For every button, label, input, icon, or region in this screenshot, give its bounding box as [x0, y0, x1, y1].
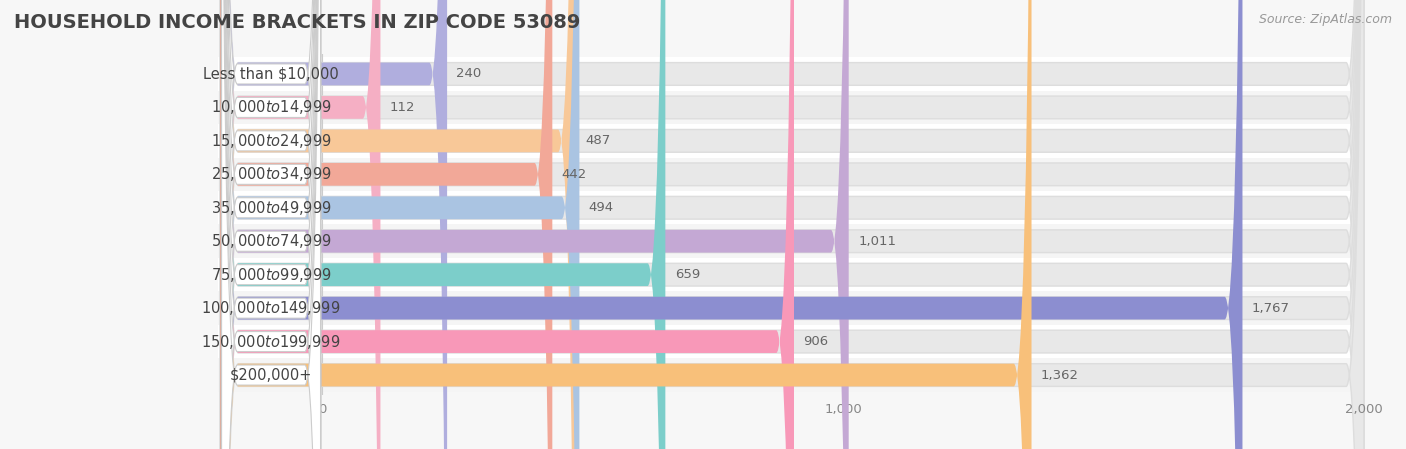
FancyBboxPatch shape: [222, 0, 321, 449]
FancyBboxPatch shape: [221, 0, 1032, 449]
Text: 112: 112: [389, 101, 415, 114]
Text: 1,362: 1,362: [1040, 369, 1078, 382]
Text: 906: 906: [803, 335, 828, 348]
FancyBboxPatch shape: [222, 0, 321, 449]
Bar: [218, 224, 1364, 258]
Text: $200,000+: $200,000+: [229, 368, 312, 383]
FancyBboxPatch shape: [221, 0, 1364, 449]
FancyBboxPatch shape: [221, 0, 447, 449]
Text: 659: 659: [675, 268, 700, 281]
FancyBboxPatch shape: [222, 0, 321, 449]
FancyBboxPatch shape: [221, 0, 1364, 449]
Text: Source: ZipAtlas.com: Source: ZipAtlas.com: [1258, 13, 1392, 26]
FancyBboxPatch shape: [222, 0, 321, 449]
FancyBboxPatch shape: [221, 0, 1364, 449]
FancyBboxPatch shape: [221, 0, 1364, 449]
FancyBboxPatch shape: [221, 0, 1364, 449]
Text: 1,011: 1,011: [858, 235, 896, 248]
Text: $10,000 to $14,999: $10,000 to $14,999: [211, 98, 332, 116]
FancyBboxPatch shape: [222, 0, 321, 449]
Bar: [218, 91, 1364, 124]
Text: $35,000 to $49,999: $35,000 to $49,999: [211, 199, 332, 217]
Bar: [218, 158, 1364, 191]
Text: 494: 494: [589, 201, 614, 214]
Bar: [218, 57, 1364, 91]
FancyBboxPatch shape: [222, 0, 321, 449]
Bar: [218, 358, 1364, 392]
Text: $15,000 to $24,999: $15,000 to $24,999: [211, 132, 332, 150]
Text: $25,000 to $34,999: $25,000 to $34,999: [211, 165, 332, 183]
FancyBboxPatch shape: [221, 0, 1364, 449]
Text: $100,000 to $149,999: $100,000 to $149,999: [201, 299, 340, 317]
Text: HOUSEHOLD INCOME BRACKETS IN ZIP CODE 53089: HOUSEHOLD INCOME BRACKETS IN ZIP CODE 53…: [14, 13, 581, 32]
FancyBboxPatch shape: [221, 0, 665, 449]
FancyBboxPatch shape: [222, 0, 321, 449]
FancyBboxPatch shape: [221, 0, 579, 449]
FancyBboxPatch shape: [222, 0, 321, 449]
Text: 240: 240: [457, 67, 482, 80]
FancyBboxPatch shape: [221, 0, 849, 449]
FancyBboxPatch shape: [221, 0, 794, 449]
FancyBboxPatch shape: [221, 0, 1243, 449]
Text: 1,767: 1,767: [1251, 302, 1289, 315]
FancyBboxPatch shape: [221, 0, 1364, 449]
FancyBboxPatch shape: [222, 0, 321, 449]
Text: 487: 487: [585, 134, 610, 147]
Text: $50,000 to $74,999: $50,000 to $74,999: [211, 232, 332, 250]
FancyBboxPatch shape: [221, 0, 1364, 449]
Bar: [218, 124, 1364, 158]
Text: 442: 442: [562, 168, 586, 181]
Bar: [218, 325, 1364, 358]
Bar: [218, 291, 1364, 325]
FancyBboxPatch shape: [221, 0, 553, 449]
FancyBboxPatch shape: [221, 0, 576, 449]
Text: Less than $10,000: Less than $10,000: [204, 66, 339, 81]
Text: $75,000 to $99,999: $75,000 to $99,999: [211, 266, 332, 284]
Bar: [218, 258, 1364, 291]
Bar: [218, 191, 1364, 224]
FancyBboxPatch shape: [221, 0, 1364, 449]
FancyBboxPatch shape: [221, 0, 381, 449]
FancyBboxPatch shape: [222, 0, 321, 449]
FancyBboxPatch shape: [221, 0, 1364, 449]
Text: $150,000 to $199,999: $150,000 to $199,999: [201, 333, 340, 351]
